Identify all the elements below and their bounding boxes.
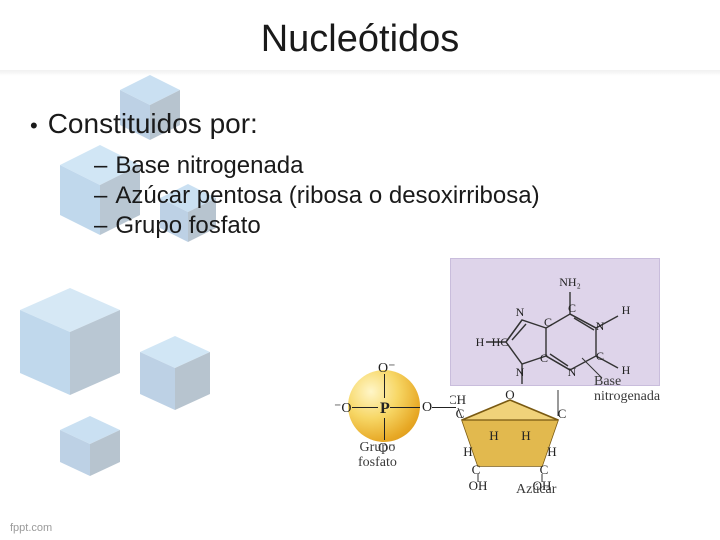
svg-text:N: N	[596, 319, 605, 333]
svg-text:N: N	[516, 365, 525, 379]
label-grupo-text: Grupo fosfato	[358, 440, 397, 470]
dash-icon: –	[94, 182, 107, 210]
svg-text:NH₂: NH₂	[559, 275, 581, 289]
svg-text:H: H	[463, 444, 472, 459]
svg-text:C: C	[568, 301, 576, 315]
footer-watermark: fppt.com	[10, 522, 52, 534]
sub-bullet-text: Grupo fosfato	[115, 212, 260, 240]
title-underline	[0, 70, 720, 76]
phosphate-P: P	[380, 400, 390, 418]
sub-bullet-item: – Base nitrogenada	[94, 152, 700, 180]
bond	[352, 407, 378, 408]
svg-text:H: H	[489, 428, 498, 443]
sub-bullet-text: Base nitrogenada	[115, 152, 303, 180]
bullet-dot-icon: •	[30, 112, 38, 140]
bullet-level1: • Constituidos por:	[30, 108, 700, 140]
nucleotide-diagram: NH₂ C C N C N C N HC N H H H P O⁻ ⁻O O O…	[332, 252, 672, 502]
svg-text:C: C	[544, 315, 552, 329]
sub-bullet-item: – Azúcar pentosa (ribosa o desoxirribosa…	[94, 182, 700, 210]
svg-text:N: N	[568, 365, 577, 379]
content-area: • Constituidos por: – Base nitrogenada –…	[30, 108, 700, 242]
sub-bullet-item: – Grupo fosfato	[94, 212, 700, 240]
svg-text:CH: CH	[450, 392, 466, 407]
bond	[384, 418, 385, 440]
svg-text:HC: HC	[492, 335, 509, 349]
slide-title: Nucleótidos	[0, 18, 720, 61]
callout-line	[580, 356, 620, 386]
bond	[390, 407, 420, 408]
bond	[384, 374, 385, 398]
svg-text:C: C	[558, 406, 567, 421]
svg-text:H: H	[547, 444, 556, 459]
svg-text:C: C	[540, 462, 549, 477]
svg-text:N: N	[516, 305, 525, 319]
label-azucar: Azúcar	[516, 482, 556, 498]
phosphate-O-top: O⁻	[378, 360, 396, 377]
dash-icon: –	[94, 152, 107, 180]
label-grupo: Grupo fosfato	[358, 440, 397, 470]
phosphate-O-right: O	[422, 400, 432, 416]
svg-text:H: H	[521, 428, 530, 443]
sub-bullet-text: Azúcar pentosa (ribosa o desoxirribosa)	[115, 182, 539, 210]
phosphate-O-left: ⁻O	[334, 400, 352, 417]
dash-icon: –	[94, 212, 107, 240]
svg-text:O: O	[505, 390, 514, 402]
svg-text:H: H	[476, 335, 485, 349]
svg-text:H: H	[622, 303, 631, 317]
svg-text:C: C	[540, 351, 548, 365]
sub-bullet-list: – Base nitrogenada – Azúcar pentosa (rib…	[94, 152, 700, 240]
svg-text:C: C	[472, 462, 481, 477]
bullet-l1-text: Constituidos por:	[48, 108, 258, 140]
base-structure: NH₂ C C N C N C N HC N H H H	[450, 258, 660, 386]
